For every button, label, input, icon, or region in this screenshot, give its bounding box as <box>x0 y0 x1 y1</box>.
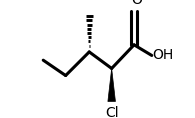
Text: Cl: Cl <box>105 106 119 118</box>
Text: OH: OH <box>152 48 174 62</box>
Polygon shape <box>108 68 115 101</box>
Text: O: O <box>131 0 142 7</box>
